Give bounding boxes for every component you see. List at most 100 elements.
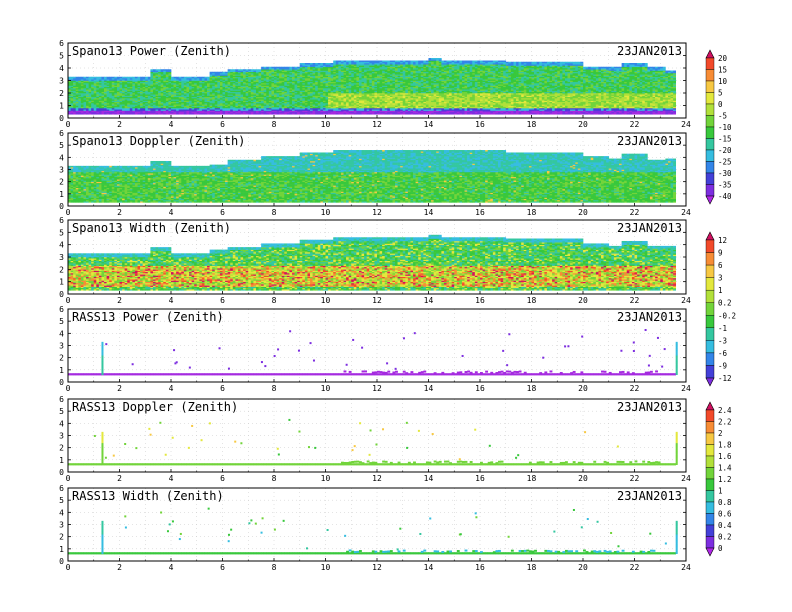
- heatmap-cell: [160, 83, 164, 85]
- heatmap-cell: [75, 101, 79, 104]
- heatmap-cell: [214, 81, 218, 84]
- heatmap-cell: [83, 93, 87, 95]
- heatmap-cell: [86, 80, 89, 83]
- heatmap-cell: [196, 95, 200, 98]
- heatmap-cell: [230, 98, 234, 100]
- heatmap-cell: [274, 70, 277, 73]
- heatmap-cell: [253, 88, 257, 90]
- heatmap-cell: [263, 89, 267, 91]
- heatmap-cell: [255, 79, 259, 81]
- heatmap-cell: [178, 94, 182, 96]
- heatmap-cell: [109, 111, 113, 114]
- heatmap-cell: [183, 84, 187, 86]
- heatmap-cell: [178, 109, 182, 111]
- heatmap-cell: [168, 81, 172, 84]
- heatmap-cell: [119, 94, 123, 96]
- heatmap-cell: [88, 76, 92, 79]
- heatmap-cell: [181, 94, 185, 96]
- heatmap-cell: [219, 104, 223, 106]
- heatmap-cell: [68, 103, 71, 105]
- heatmap-cell: [91, 89, 95, 91]
- heatmap-cell: [237, 91, 241, 94]
- heatmap-cell: [286, 78, 290, 80]
- heatmap-cell: [75, 111, 79, 114]
- heatmap-cell: [155, 104, 159, 106]
- heatmap-cell: [250, 81, 254, 84]
- heatmap-cell: [80, 91, 84, 94]
- heatmap-cell: [189, 76, 192, 79]
- heatmap-cell: [240, 86, 244, 89]
- heatmap-cell: [371, 60, 375, 63]
- heatmap-cell: [281, 108, 285, 110]
- heatmap-cell: [106, 89, 110, 91]
- heatmap-cell: [343, 60, 347, 63]
- heatmap-cell: [196, 105, 200, 108]
- heatmap-cell: [225, 103, 228, 105]
- heatmap-cell: [171, 109, 174, 111]
- heatmap-cell: [232, 69, 236, 71]
- heatmap-cell: [263, 76, 267, 79]
- heatmap-cell: [96, 99, 100, 101]
- heatmap-cell: [274, 101, 277, 104]
- heatmap-cell: [322, 63, 326, 65]
- heatmap-cell: [70, 91, 74, 94]
- heatmap-cell: [276, 108, 280, 110]
- heatmap-cell: [255, 94, 259, 96]
- heatmap-cell: [88, 109, 92, 111]
- heatmap-cell: [248, 81, 252, 84]
- heatmap-cell: [160, 86, 164, 89]
- heatmap-cell: [302, 105, 306, 108]
- heatmap-cell: [217, 113, 221, 115]
- heatmap-cell: [263, 96, 267, 99]
- heatmap-cell: [171, 103, 174, 105]
- heatmap-cell: [266, 93, 270, 95]
- heatmap-cell: [70, 85, 74, 88]
- heatmap-cell: [173, 104, 177, 106]
- heatmap-cell: [70, 108, 74, 110]
- heatmap-cell: [158, 90, 162, 93]
- heatmap-cell: [88, 79, 92, 81]
- heatmap-cell: [271, 84, 275, 86]
- heatmap-cell: [109, 99, 113, 101]
- heatmap-cell: [214, 111, 218, 114]
- heatmap-cell: [147, 108, 151, 110]
- heatmap-cell: [263, 83, 267, 85]
- heatmap-cell: [299, 110, 303, 113]
- heatmap-cell: [68, 79, 71, 81]
- heatmap-cell: [284, 91, 288, 94]
- heatmap-cell: [248, 69, 252, 71]
- heatmap-cell: [243, 86, 246, 89]
- heatmap-cell: [302, 65, 306, 68]
- heatmap-cell: [165, 88, 169, 90]
- heatmap-cell: [83, 101, 87, 104]
- heatmap-cell: [163, 113, 167, 115]
- heatmap-cell: [212, 103, 216, 105]
- heatmap-cell: [116, 93, 120, 95]
- heatmap-cell: [297, 68, 301, 70]
- heatmap-cell: [266, 106, 270, 109]
- heatmap-cell: [160, 111, 164, 114]
- heatmap-cell: [73, 93, 77, 95]
- heatmap-cell: [204, 103, 208, 105]
- heatmap-cell: [189, 111, 192, 114]
- heatmap-cell: [250, 90, 254, 93]
- heatmap-cell: [124, 83, 128, 85]
- heatmap-cell: [201, 88, 205, 90]
- heatmap-cell: [111, 88, 115, 90]
- heatmap-cell: [286, 110, 290, 113]
- heatmap-cell: [292, 81, 295, 84]
- heatmap-cell: [191, 98, 195, 100]
- heatmap-cell: [263, 79, 267, 81]
- heatmap-cell: [299, 64, 303, 66]
- heatmap-cell: [219, 101, 223, 104]
- heatmap-cell: [230, 90, 234, 93]
- heatmap-cell: [91, 95, 95, 98]
- heatmap-cell: [297, 73, 301, 75]
- heatmap-cell: [158, 69, 162, 71]
- heatmap-cell: [98, 103, 102, 105]
- heatmap-cell: [73, 103, 77, 105]
- heatmap-cell: [98, 80, 102, 83]
- heatmap-cell: [116, 109, 120, 111]
- heatmap-cell: [199, 91, 203, 94]
- heatmap-cell: [207, 81, 210, 84]
